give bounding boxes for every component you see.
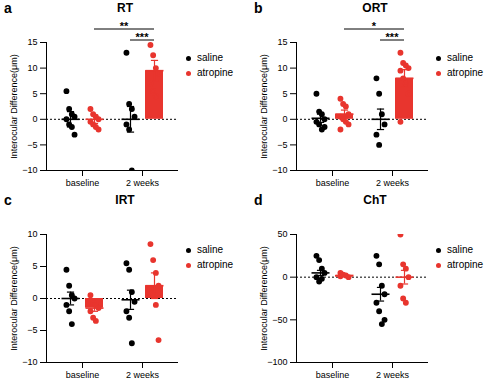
html-text:b: b bbox=[254, 0, 263, 16]
svg-text:baseline: baseline bbox=[66, 178, 100, 188]
svg-text:15: 15 bbox=[27, 37, 37, 47]
svg-text:−5: −5 bbox=[27, 325, 37, 335]
svg-text:10: 10 bbox=[277, 63, 287, 73]
svg-text:−100: −100 bbox=[267, 357, 287, 367]
svg-text:***: *** bbox=[136, 31, 150, 43]
svg-text:0: 0 bbox=[282, 114, 287, 124]
svg-text:0: 0 bbox=[32, 293, 37, 303]
html-text:d: d bbox=[254, 192, 263, 208]
svg-text:*: * bbox=[372, 20, 377, 32]
svg-text:0: 0 bbox=[282, 272, 287, 282]
svg-text:10: 10 bbox=[27, 63, 37, 73]
html-text:atropine: atropine bbox=[197, 259, 234, 270]
html-text:atropine: atropine bbox=[447, 259, 484, 270]
svg-text:baseline: baseline bbox=[316, 370, 350, 380]
svg-text:Interocular Difference(μm): Interocular Difference(μm) bbox=[259, 246, 269, 351]
html-text:saline: saline bbox=[447, 244, 474, 255]
svg-text:10: 10 bbox=[27, 229, 37, 239]
svg-text:−10: −10 bbox=[22, 357, 37, 367]
svg-text:Interocular Difference(μm): Interocular Difference(μm) bbox=[259, 54, 269, 159]
svg-text:50: 50 bbox=[277, 229, 287, 239]
html-text:IRT: IRT bbox=[115, 193, 135, 207]
html-text:ChT: ChT bbox=[363, 193, 387, 207]
svg-text:2 weeks: 2 weeks bbox=[126, 370, 160, 380]
svg-text:−50: −50 bbox=[272, 315, 287, 325]
svg-text:5: 5 bbox=[32, 261, 37, 271]
html-text:atropine: atropine bbox=[447, 67, 484, 78]
html-text:RT: RT bbox=[117, 1, 133, 15]
svg-text:**: ** bbox=[120, 20, 129, 32]
svg-text:0: 0 bbox=[32, 114, 37, 124]
html-text:atropine: atropine bbox=[197, 67, 234, 78]
svg-text:5: 5 bbox=[32, 89, 37, 99]
html-text:a: a bbox=[4, 0, 12, 16]
html-text:saline: saline bbox=[197, 244, 224, 255]
svg-text:2 weeks: 2 weeks bbox=[126, 178, 160, 188]
svg-text:2 weeks: 2 weeks bbox=[376, 178, 410, 188]
svg-text:−10: −10 bbox=[272, 165, 287, 175]
html-text:ORT: ORT bbox=[362, 1, 388, 15]
svg-text:***: *** bbox=[386, 31, 400, 43]
html-text:saline: saline bbox=[197, 52, 224, 63]
svg-text:baseline: baseline bbox=[316, 178, 350, 188]
svg-text:Interocular Difference(μm): Interocular Difference(μm) bbox=[9, 246, 19, 351]
svg-text:Interocular Difference(μm): Interocular Difference(μm) bbox=[9, 54, 19, 159]
svg-text:−5: −5 bbox=[277, 140, 287, 150]
svg-text:15: 15 bbox=[277, 37, 287, 47]
svg-text:−5: −5 bbox=[27, 140, 37, 150]
html-text:c: c bbox=[4, 192, 12, 208]
svg-text:5: 5 bbox=[282, 89, 287, 99]
html-text:saline: saline bbox=[447, 52, 474, 63]
svg-text:baseline: baseline bbox=[66, 370, 100, 380]
svg-text:−10: −10 bbox=[22, 165, 37, 175]
svg-text:2 weeks: 2 weeks bbox=[376, 370, 410, 380]
